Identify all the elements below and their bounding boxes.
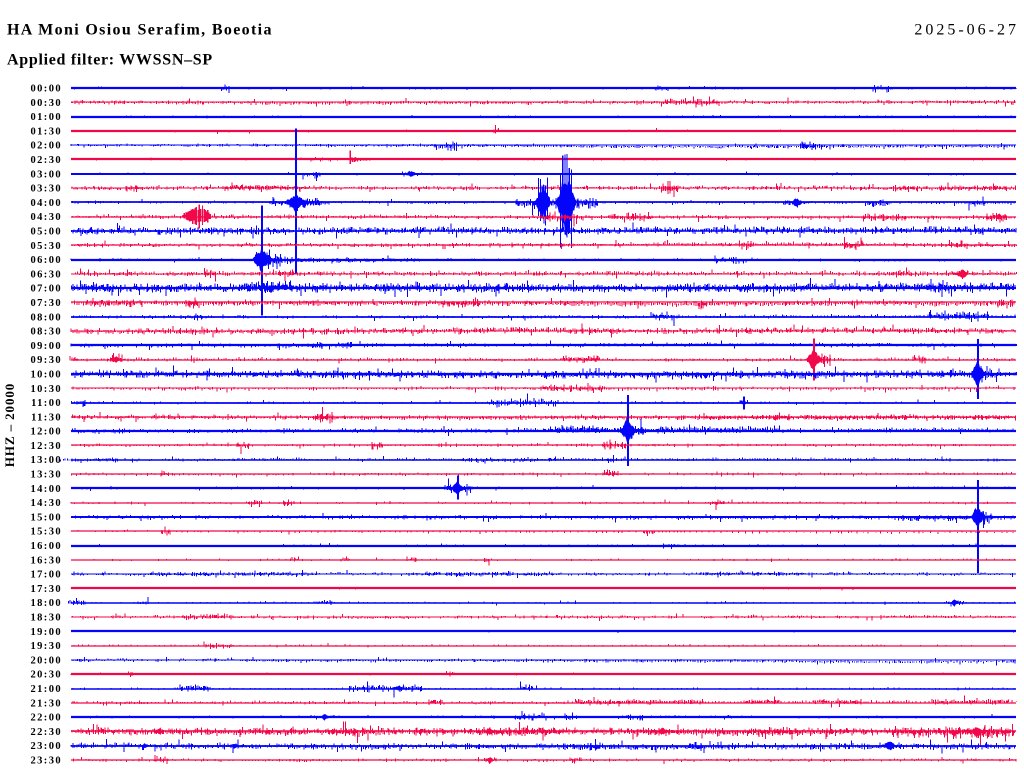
svg-text:22:30: 22:30: [31, 727, 63, 738]
svg-text:00:30: 00:30: [31, 98, 63, 109]
svg-text:03:30: 03:30: [31, 184, 63, 195]
svg-text:19:00: 19:00: [31, 627, 63, 638]
svg-text:09:00: 09:00: [31, 341, 63, 352]
svg-text:22:00: 22:00: [31, 713, 63, 724]
svg-text:21:00: 21:00: [31, 684, 63, 695]
svg-text:17:30: 17:30: [31, 584, 63, 595]
svg-text:08:00: 08:00: [31, 312, 63, 323]
svg-text:02:00: 02:00: [31, 141, 63, 152]
svg-text:18:00: 18:00: [31, 598, 63, 609]
svg-text:05:00: 05:00: [31, 227, 63, 238]
svg-text:06:00: 06:00: [31, 255, 63, 266]
svg-text:18:30: 18:30: [31, 613, 63, 624]
svg-text:21:30: 21:30: [31, 698, 63, 709]
svg-text:10:00: 10:00: [31, 370, 63, 381]
svg-text:07:00: 07:00: [31, 284, 63, 295]
svg-text:17:00: 17:00: [31, 570, 63, 581]
svg-text:06:30: 06:30: [31, 269, 63, 280]
svg-text:HHZ – 20000: HHZ – 20000: [2, 383, 17, 467]
svg-text:00:00: 00:00: [31, 84, 63, 95]
svg-text:20:30: 20:30: [31, 670, 63, 681]
svg-text:13:00: 13:00: [31, 455, 63, 466]
svg-text:04:00: 04:00: [31, 198, 63, 209]
svg-text:07:30: 07:30: [31, 298, 63, 309]
svg-text:11:00: 11:00: [31, 398, 62, 409]
svg-text:02:30: 02:30: [31, 155, 63, 166]
svg-text:04:30: 04:30: [31, 212, 63, 223]
svg-text:01:00: 01:00: [31, 112, 63, 123]
svg-text:19:30: 19:30: [31, 641, 63, 652]
svg-text:11:30: 11:30: [31, 412, 62, 423]
svg-text:13:30: 13:30: [31, 470, 63, 481]
svg-text:12:30: 12:30: [31, 441, 63, 452]
svg-text:20:00: 20:00: [31, 655, 63, 666]
svg-text:Applied filter: WWSSN–SP: Applied filter: WWSSN–SP: [7, 52, 213, 69]
svg-text:10:30: 10:30: [31, 384, 63, 395]
svg-text:14:30: 14:30: [31, 498, 63, 509]
svg-text:03:00: 03:00: [31, 169, 63, 180]
svg-text:08:30: 08:30: [31, 327, 63, 338]
svg-text:23:30: 23:30: [31, 756, 63, 767]
svg-text:12:00: 12:00: [31, 427, 63, 438]
svg-text:HA Moni Osiou Serafim, Boeotia: HA Moni Osiou Serafim, Boeotia: [7, 22, 273, 39]
svg-text:16:00: 16:00: [31, 541, 63, 552]
svg-text:09:30: 09:30: [31, 355, 63, 366]
svg-text:15:00: 15:00: [31, 512, 63, 523]
svg-text:16:30: 16:30: [31, 555, 63, 566]
svg-text:15:30: 15:30: [31, 527, 63, 538]
svg-text:2025-06-27: 2025-06-27: [914, 22, 1019, 39]
svg-text:05:30: 05:30: [31, 241, 63, 252]
svg-text:23:00: 23:00: [31, 741, 63, 752]
svg-text:14:00: 14:00: [31, 484, 63, 495]
svg-text:01:30: 01:30: [31, 126, 63, 137]
